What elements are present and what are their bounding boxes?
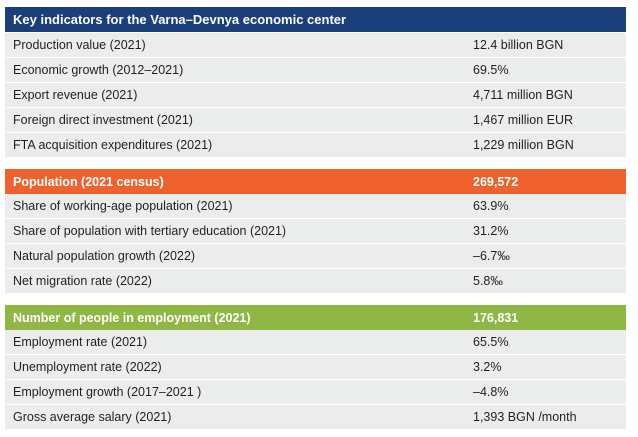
table-row: Employment rate (2021) 65.5% [5,330,626,355]
row-value: 65.5% [473,335,509,349]
row-label: Economic growth (2012–2021) [13,63,184,77]
table-row: Foreign direct investment (2021) 1,467 m… [5,108,626,133]
row-label: Foreign direct investment (2021) [13,113,193,127]
row-label: Gross average salary (2021) [13,410,172,424]
table-row: Share of working-age population (2021) 6… [5,194,626,219]
row-value: 69.5% [473,63,509,77]
table-row: Natural population growth (2022) –6.7‰ [5,244,626,269]
indicators-table: Key indicators for the Varna–Devnya econ… [5,7,626,430]
table-row: Economic growth (2012–2021) 69.5% [5,58,626,83]
row-value: 12.4 billion BGN [473,38,564,52]
row-label: FTA acquisition expenditures (2021) [13,138,213,152]
row-value: –4.8% [473,385,509,399]
row-value: 5.8‰ [473,274,503,288]
row-label: Share of population with tertiary educat… [13,224,287,238]
row-value: 31.2% [473,224,509,238]
row-value: –6.7‰ [473,249,510,263]
section-header-value: 176,831 [473,310,519,325]
row-label: Net migration rate (2022) [13,274,152,288]
table-row: Net migration rate (2022) 5.8‰ [5,269,626,294]
section-header-label: Number of people in employment (2021) [13,310,251,325]
table-row: Gross average salary (2021) 1,393 BGN /m… [5,405,626,430]
row-value: 63.9% [473,199,509,213]
row-label: Natural population growth (2022) [13,249,196,263]
table-row: Production value (2021) 12.4 billion BGN [5,33,626,58]
employment-header: Number of people in employment (2021) 17… [5,305,626,330]
row-value: 4,711 million BGN [473,88,573,102]
table-row: Employment growth (2017–2021 ) –4.8% [5,380,626,405]
row-value: 1,229 million BGN [473,138,574,152]
row-label: Unemployment rate (2022) [13,360,162,374]
row-label: Employment growth (2017–2021 ) [13,385,202,399]
section-header-value: 269,572 [473,174,519,189]
row-value: 1,393 BGN /month [473,410,577,424]
row-value: 1,467 million EUR [473,113,574,127]
row-label: Share of working-age population (2021) [13,199,233,213]
section-divider [5,294,626,305]
table-row: Export revenue (2021) 4,711 million BGN [5,83,626,108]
row-label: Export revenue (2021) [13,88,138,102]
row-label: Employment rate (2021) [13,335,148,349]
table-row: FTA acquisition expenditures (2021) 1,22… [5,133,626,158]
table-row: Share of population with tertiary educat… [5,219,626,244]
section-header-label: Population (2021 census) [13,174,164,189]
section-divider [5,158,626,169]
row-label: Production value (2021) [13,38,146,52]
row-value: 3.2% [473,360,502,374]
table-row: Unemployment rate (2022) 3.2% [5,355,626,380]
table-title: Key indicators for the Varna–Devnya econ… [5,7,626,33]
population-header: Population (2021 census) 269,572 [5,169,626,194]
